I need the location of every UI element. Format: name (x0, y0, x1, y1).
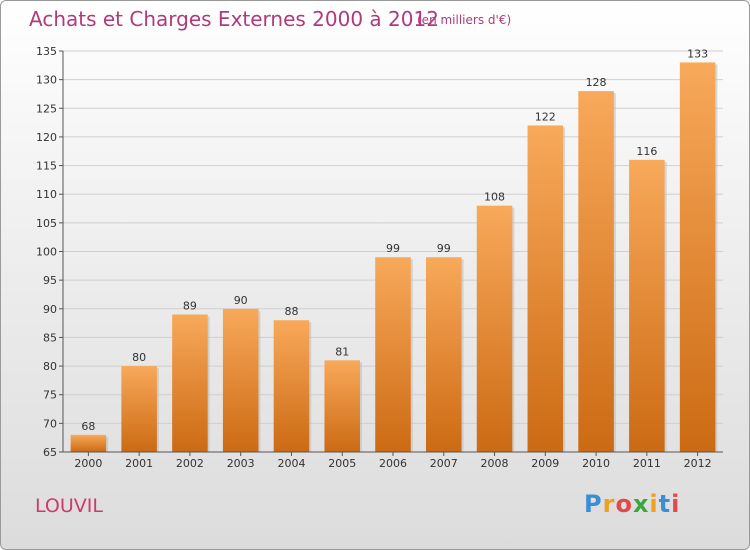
data-label: 89 (183, 300, 197, 313)
y-tick-label: 90 (43, 303, 57, 316)
x-tick-label: 2000 (74, 457, 102, 470)
data-label: 88 (284, 305, 298, 318)
proxiti-logo[interactable]: Proxiti (584, 490, 680, 518)
bar-2002[interactable] (172, 314, 208, 452)
data-label: 122 (535, 110, 556, 123)
data-label: 99 (386, 242, 400, 255)
x-tick-label: 2002 (176, 457, 204, 470)
data-label: 128 (586, 76, 607, 89)
data-label: 116 (636, 145, 657, 158)
logo-letter: x (632, 490, 650, 518)
chart-title: Achats et Charges Externes 2000 à 2012 (29, 7, 439, 31)
data-label: 133 (687, 47, 708, 60)
data-label: 99 (437, 242, 451, 255)
bar-2007[interactable] (426, 257, 462, 452)
x-tick-label: 2007 (430, 457, 458, 470)
y-tick-label: 95 (43, 274, 57, 287)
y-tick-label: 125 (36, 102, 57, 115)
bar-2009[interactable] (527, 125, 564, 452)
logo-letter: i (671, 490, 681, 518)
logo-letter: P (584, 490, 603, 518)
y-tick-label: 130 (36, 74, 57, 87)
data-label: 108 (484, 191, 505, 204)
x-tick-label: 2012 (684, 457, 712, 470)
x-tick-label: 2004 (277, 457, 305, 470)
x-tick-label: 2011 (633, 457, 661, 470)
x-tick-label: 2009 (531, 457, 559, 470)
data-label: 81 (335, 345, 349, 358)
y-tick-label: 65 (43, 446, 57, 459)
x-tick-label: 2006 (379, 457, 407, 470)
bar-2005[interactable] (324, 360, 360, 452)
bar-2003[interactable] (222, 308, 259, 452)
y-tick-label: 120 (36, 131, 57, 144)
bar-2004[interactable] (273, 320, 310, 452)
x-tick-label: 2010 (582, 457, 610, 470)
x-tick-label: 2001 (125, 457, 153, 470)
data-label: 90 (234, 294, 248, 307)
bar-2010[interactable] (578, 91, 614, 452)
y-tick-label: 110 (36, 188, 57, 201)
y-tick-label: 135 (36, 45, 57, 58)
bar-2000[interactable] (70, 434, 107, 452)
y-tick-label: 115 (36, 160, 57, 173)
bar-2012[interactable] (679, 62, 716, 452)
x-tick-label: 2003 (227, 457, 255, 470)
logo-letter: o (615, 490, 633, 518)
data-label: 80 (132, 351, 146, 364)
bar-2008[interactable] (476, 205, 513, 452)
bar-2006[interactable] (375, 257, 411, 452)
location-label: LOUVIL (35, 495, 103, 517)
y-tick-label: 75 (43, 389, 57, 402)
x-tick-label: 2005 (328, 457, 356, 470)
y-tick-label: 85 (43, 331, 57, 344)
x-tick-label: 2008 (481, 457, 509, 470)
y-tick-label: 100 (36, 246, 57, 259)
bar-2001[interactable] (121, 366, 157, 452)
y-tick-label: 70 (43, 417, 57, 430)
logo-letter: r (602, 490, 616, 518)
data-label: 68 (81, 420, 95, 433)
logo-letter: i (649, 490, 659, 518)
logo-letter: t (658, 490, 672, 518)
unit-note: (en milliers d'€) (417, 13, 512, 27)
bar-2011[interactable] (629, 159, 665, 453)
y-tick-label: 105 (36, 217, 57, 230)
y-tick-label: 80 (43, 360, 57, 373)
